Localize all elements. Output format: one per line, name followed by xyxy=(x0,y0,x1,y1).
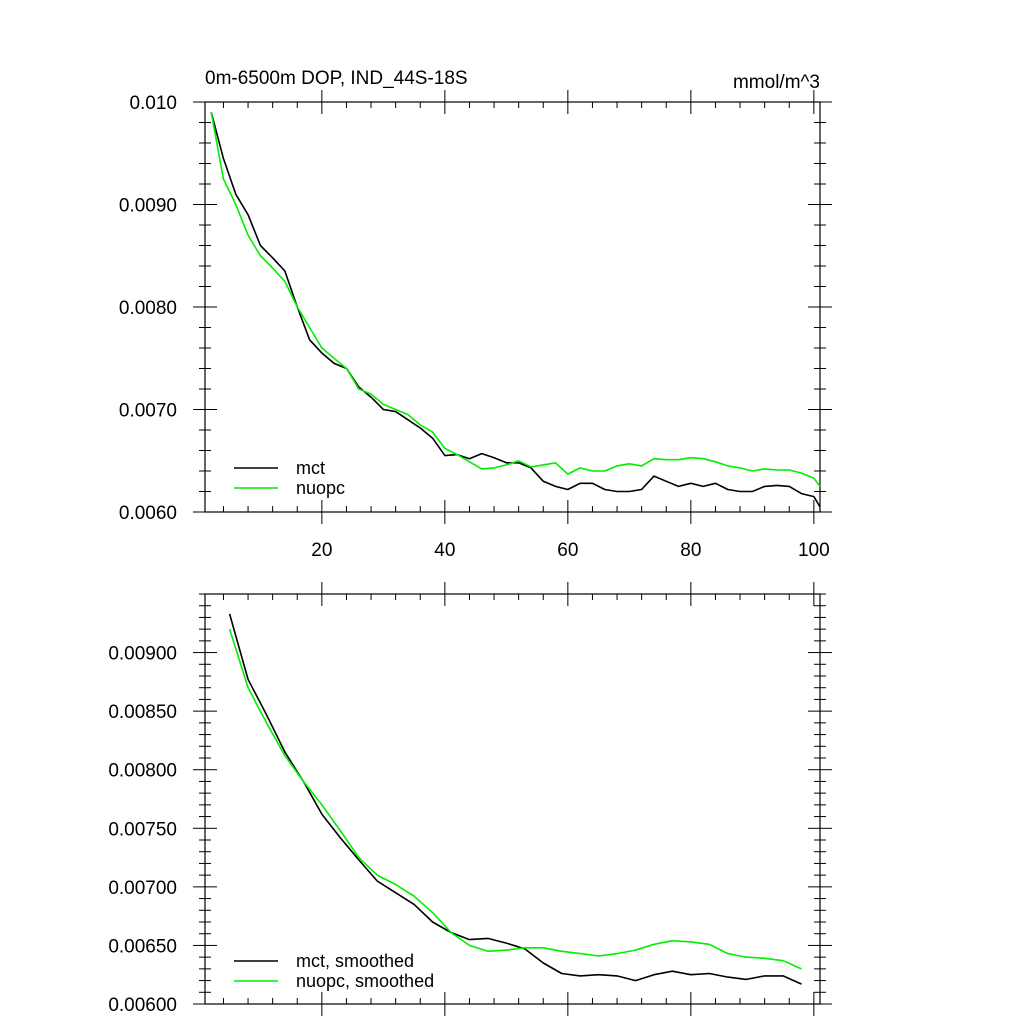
legend-label: mct xyxy=(296,458,325,478)
y-tick-label: 0.00850 xyxy=(108,702,177,723)
y-tick-label: 0.00750 xyxy=(108,819,177,840)
y-tick-label: 0.00600 xyxy=(108,995,177,1016)
series-line-nuopc xyxy=(210,112,821,487)
plot-frame xyxy=(204,593,821,1005)
x-tick-label: 100 xyxy=(798,540,830,561)
x-tick-label: 20 xyxy=(311,540,332,561)
x-tick-label: 60 xyxy=(557,540,578,561)
bottom-chart: 0.00600 0.00650 0.00700 0.00750 0.00800 0.008… xyxy=(108,582,832,1016)
y-tick-label: 0.00900 xyxy=(108,644,177,665)
y-tick-label: 0.00650 xyxy=(108,936,177,957)
units-label: mmol/m^3 xyxy=(733,72,820,93)
series-line-nuopc-smoothed xyxy=(228,628,802,970)
y-tick-label: 0.010 xyxy=(129,93,177,114)
series-line-mct xyxy=(210,111,821,508)
legend-label: mct, smoothed xyxy=(296,951,414,971)
series-line-mct-smoothed xyxy=(228,613,802,985)
x-tick-label: 80 xyxy=(680,540,701,561)
y-tick-label: 0.00700 xyxy=(108,878,177,899)
top-chart: 20 40 60 80 100 0.0060 0.0070 0.0080 0.0090 0.010… xyxy=(119,68,832,561)
legend-label: nuopc xyxy=(296,478,345,498)
y-tick-label: 0.0090 xyxy=(119,196,177,217)
legend-label: nuopc, smoothed xyxy=(296,971,434,991)
y-tick-label: 0.0070 xyxy=(119,401,177,422)
x-tick-label: 40 xyxy=(434,540,455,561)
y-tick-label: 0.0060 xyxy=(119,503,177,524)
chart-title: 0m-6500m DOP, IND_44S-18S xyxy=(205,68,468,89)
y-tick-label: 0.0080 xyxy=(119,298,177,319)
y-tick-label: 0.00800 xyxy=(108,761,177,782)
